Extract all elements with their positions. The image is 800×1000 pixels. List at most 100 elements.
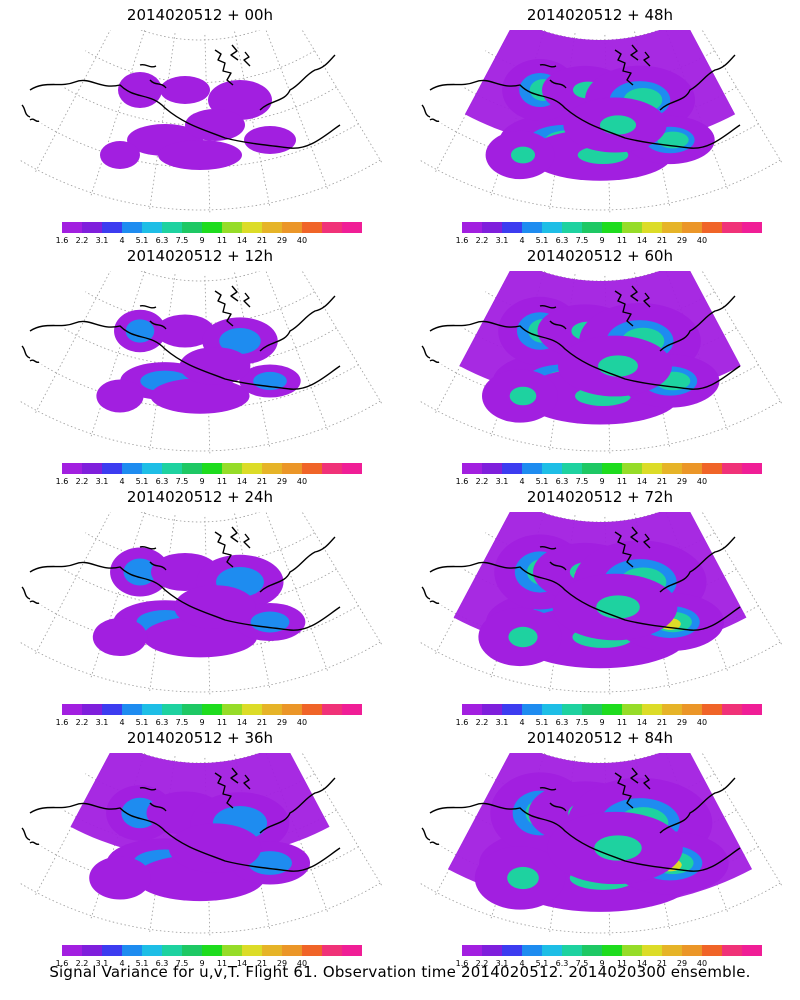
colorbar-tick-label: 5.1 bbox=[135, 477, 149, 486]
colorbar-segment bbox=[462, 463, 482, 474]
colorbar-tick-label: 11 bbox=[616, 718, 628, 727]
colorbar-segment bbox=[142, 222, 162, 233]
colorbar-tick-label: 4 bbox=[119, 477, 125, 486]
colorbar-tick-label: 6.3 bbox=[155, 959, 169, 968]
colorbar-segment bbox=[562, 222, 582, 233]
colorbar-tick-label: 21 bbox=[256, 718, 268, 727]
map-panel: 2014020512 + 72h 1.6 2.2 3.1 4 5.1 6.3 7.5 9 11 14… bbox=[400, 482, 800, 727]
colorbar-tick-label: 14 bbox=[236, 718, 248, 727]
colorbar-segment bbox=[102, 463, 122, 474]
colorbar-tick-label: 2.2 bbox=[475, 236, 489, 245]
colorbar-segment bbox=[162, 945, 182, 956]
colorbar-segment bbox=[182, 463, 202, 474]
colorbar-segment bbox=[282, 704, 302, 715]
colorbar-segment bbox=[242, 945, 262, 956]
colorbar-tick-label: 5.1 bbox=[535, 718, 549, 727]
colorbar-segment bbox=[602, 704, 622, 715]
colorbar-tick-label: 3.1 bbox=[95, 959, 109, 968]
colorbar-segment bbox=[622, 704, 642, 715]
colorbar-segment bbox=[462, 704, 482, 715]
coastlines bbox=[21, 285, 341, 390]
colorbar-segment bbox=[462, 222, 482, 233]
colorbar bbox=[62, 463, 362, 474]
colorbar-tick-label: 1.6 bbox=[455, 477, 469, 486]
map-panel: 2014020512 + 84h 1.6 2.2 3.1 4 5.1 6.3 7.5 9 11 14… bbox=[400, 723, 800, 968]
colorbar-segment bbox=[82, 945, 102, 956]
colorbar-labels: 1.6 2.2 3.1 4 5.1 6.3 7.5 9 11 14 21 29 40 bbox=[56, 718, 362, 728]
colorbar-tick-label: 9 bbox=[199, 236, 205, 245]
colorbar-segment bbox=[102, 945, 122, 956]
colorbar-segment bbox=[702, 945, 722, 956]
colorbar-segment bbox=[202, 945, 222, 956]
colorbar bbox=[62, 945, 362, 956]
figure-caption: Signal Variance for u,v,T. Flight 61. Ob… bbox=[49, 963, 751, 981]
colorbar-segment bbox=[702, 704, 722, 715]
colorbar-segment bbox=[502, 704, 522, 715]
coastlines bbox=[421, 767, 741, 872]
colorbar-tick-label: 29 bbox=[676, 236, 688, 245]
colorbar-segment bbox=[302, 222, 322, 233]
colorbar-segment bbox=[522, 945, 542, 956]
polar-stereographic-map bbox=[419, 753, 784, 938]
colorbar-segment bbox=[342, 945, 362, 956]
colorbar-tick-label: 9 bbox=[599, 477, 605, 486]
colorbar-segment bbox=[582, 222, 602, 233]
coastlines bbox=[421, 44, 741, 149]
colorbar-tick-label: 21 bbox=[656, 236, 668, 245]
colorbar-tick-label: 40 bbox=[696, 236, 708, 245]
colorbar-labels: 1.6 2.2 3.1 4 5.1 6.3 7.5 9 11 14 21 29 40 bbox=[456, 718, 762, 728]
colorbar-segment bbox=[262, 945, 282, 956]
colorbar-segment bbox=[562, 463, 582, 474]
colorbar-tick-label: 9 bbox=[599, 236, 605, 245]
polar-stereographic-map bbox=[419, 271, 784, 456]
colorbar-segment bbox=[302, 945, 322, 956]
colorbar-tick-label: 5.1 bbox=[535, 236, 549, 245]
polar-stereographic-map bbox=[19, 512, 384, 697]
colorbar-tick-label: 1.6 bbox=[55, 477, 69, 486]
polar-stereographic-map bbox=[419, 30, 784, 215]
colorbar-tick-label: 21 bbox=[656, 959, 668, 968]
colorbar-segment bbox=[282, 222, 302, 233]
colorbar-segment bbox=[582, 704, 602, 715]
colorbar-tick-label: 11 bbox=[216, 718, 228, 727]
colorbar-labels: 1.6 2.2 3.1 4 5.1 6.3 7.5 9 11 14 21 29 40 bbox=[56, 236, 362, 246]
colorbar-segment bbox=[222, 704, 242, 715]
colorbar-segment bbox=[742, 222, 762, 233]
colorbar-segment bbox=[642, 945, 662, 956]
colorbar-segment bbox=[722, 222, 742, 233]
colorbar-segment bbox=[262, 222, 282, 233]
colorbar-segment bbox=[322, 222, 342, 233]
colorbar-labels: 1.6 2.2 3.1 4 5.1 6.3 7.5 9 11 14 21 29 40 bbox=[456, 477, 762, 487]
colorbar-segment bbox=[102, 222, 122, 233]
colorbar-segment bbox=[462, 945, 482, 956]
colorbar-segment bbox=[62, 222, 82, 233]
colorbar-segment bbox=[662, 222, 682, 233]
panel-title: 2014020512 + 84h bbox=[526, 729, 674, 747]
colorbar-segment bbox=[322, 704, 342, 715]
colorbar-segment bbox=[502, 222, 522, 233]
colorbar bbox=[62, 222, 362, 233]
colorbar-tick-label: 11 bbox=[616, 959, 628, 968]
colorbar-segment bbox=[622, 463, 642, 474]
colorbar-segment bbox=[322, 463, 342, 474]
colorbar-segment bbox=[262, 463, 282, 474]
polar-stereographic-map bbox=[419, 512, 784, 697]
colorbar-segment bbox=[542, 222, 562, 233]
colorbar-labels: 1.6 2.2 3.1 4 5.1 6.3 7.5 9 11 14 21 29 40 bbox=[456, 236, 762, 246]
colorbar-segment bbox=[542, 704, 562, 715]
colorbar-segment bbox=[662, 945, 682, 956]
colorbar-segment bbox=[642, 704, 662, 715]
colorbar-segment bbox=[222, 463, 242, 474]
colorbar-segment bbox=[742, 945, 762, 956]
colorbar-segment bbox=[62, 463, 82, 474]
colorbar-segment bbox=[82, 704, 102, 715]
colorbar-tick-label: 11 bbox=[216, 477, 228, 486]
colorbar-tick-label: 40 bbox=[296, 718, 308, 727]
colorbar bbox=[462, 945, 762, 956]
colorbar-tick-label: 6.3 bbox=[555, 718, 569, 727]
panel-title: 2014020512 + 00h bbox=[126, 6, 274, 24]
colorbar-tick-label: 4 bbox=[519, 477, 525, 486]
colorbar-segment bbox=[742, 463, 762, 474]
colorbar-tick-label: 40 bbox=[296, 959, 308, 968]
colorbar-segment bbox=[302, 704, 322, 715]
